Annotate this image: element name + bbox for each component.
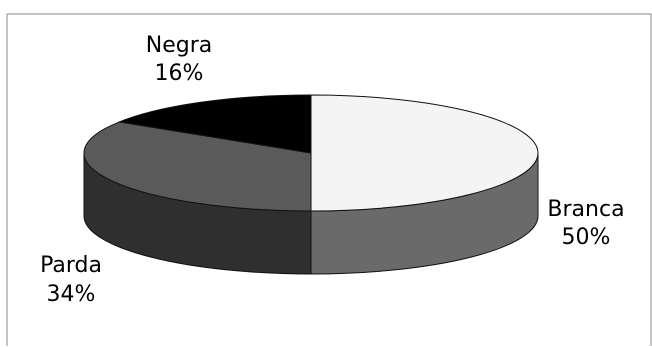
slice-label-branca-value: 50% bbox=[562, 225, 611, 250]
pie-tops bbox=[83, 94, 539, 212]
pie-slice-negra bbox=[117, 94, 312, 154]
slice-label-branca-name: Branca bbox=[547, 197, 624, 222]
slice-label-parda-value: 34% bbox=[47, 282, 96, 307]
plot-border bbox=[6, 13, 652, 346]
pie-slice-branca bbox=[310, 94, 539, 212]
pie-labels: Negra 16% Branca 50% Parda 34% bbox=[40, 33, 625, 307]
slice-label-parda-name: Parda bbox=[40, 253, 102, 278]
slice-label-negra-value: 16% bbox=[155, 61, 204, 86]
slice-label-negra-name: Negra bbox=[146, 33, 212, 58]
